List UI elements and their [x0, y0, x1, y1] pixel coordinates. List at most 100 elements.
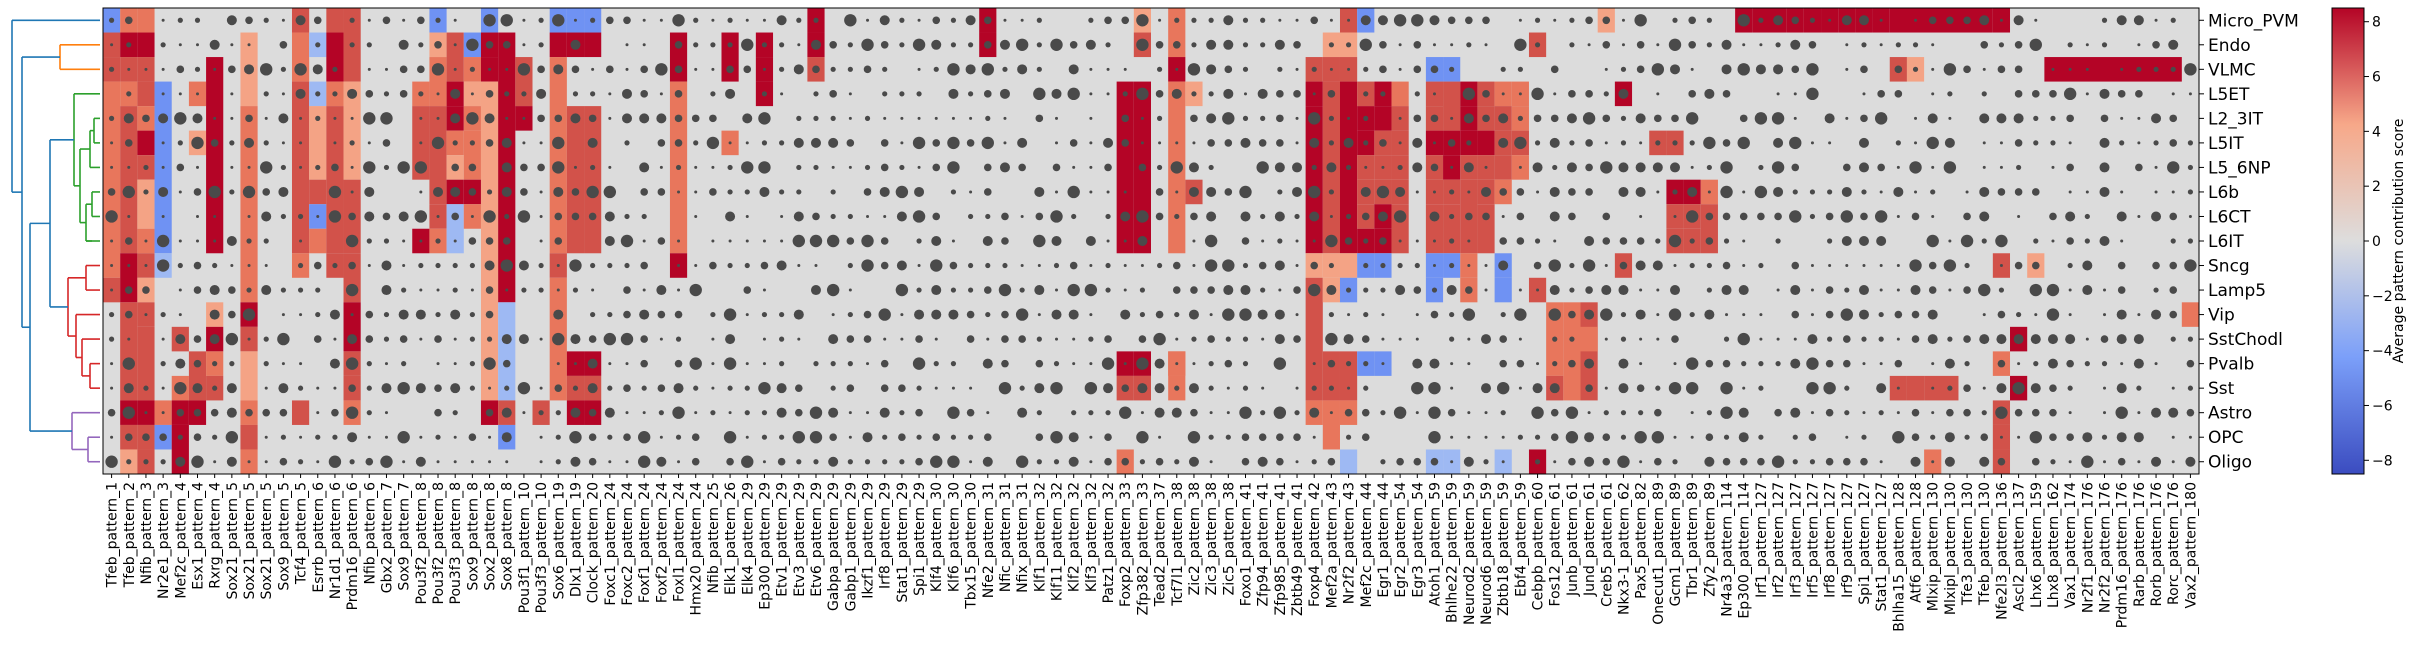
heatmap-dot: [1948, 239, 1952, 243]
heatmap-dot: [315, 164, 321, 171]
heatmap-dot: [1225, 336, 1231, 342]
heatmap-dot: [1944, 432, 1955, 443]
heatmap-dot: [345, 283, 359, 297]
heatmap-dot: [1671, 335, 1679, 343]
heatmap-dot: [297, 385, 304, 391]
heatmap-dot: [985, 115, 991, 121]
heatmap-dot: [1311, 385, 1317, 391]
heatmap-dot: [1071, 213, 1077, 220]
heatmap-dot: [1914, 18, 1918, 22]
heatmap-dot: [1636, 65, 1645, 74]
heatmap-dot: [1500, 311, 1506, 318]
heatmap-dot: [591, 288, 595, 292]
heatmap-dot: [896, 211, 907, 222]
heatmap-dot: [1553, 92, 1557, 96]
heatmap-dot: [969, 460, 973, 464]
heatmap-dot: [1261, 239, 1265, 243]
heatmap-dot: [1242, 336, 1249, 342]
column-label: Nfix_pattern_31: [1015, 482, 1031, 593]
heatmap-dot: [1879, 264, 1883, 268]
heatmap-dot: [1084, 381, 1098, 395]
heatmap-dot: [229, 361, 235, 367]
heatmap-dot: [315, 115, 321, 121]
heatmap-dot: [2030, 383, 2041, 394]
heatmap-dot: [401, 361, 407, 367]
heatmap-dot: [1879, 190, 1883, 194]
heatmap-dot: [1742, 386, 1746, 390]
heatmap-dot: [431, 63, 445, 76]
heatmap-dot: [2168, 407, 2179, 418]
heatmap-dot: [347, 334, 358, 345]
heatmap-dot: [402, 239, 406, 243]
heatmap-dot: [590, 262, 596, 269]
heatmap-dot: [1963, 408, 1971, 417]
heatmap-dot: [1467, 411, 1471, 415]
heatmap-dot: [1978, 283, 1991, 297]
heatmap-dot: [1308, 283, 1321, 297]
heatmap-dot: [1652, 260, 1663, 271]
column-label: Sox9_pattern_5: [276, 482, 292, 591]
heatmap-dot: [588, 408, 597, 417]
heatmap-dot: [1943, 63, 1957, 76]
heatmap-dot: [1106, 92, 1110, 96]
heatmap-dot: [1844, 287, 1850, 293]
heatmap-dot: [1413, 286, 1422, 294]
heatmap-dot: [122, 185, 135, 199]
heatmap-cell: [309, 228, 327, 254]
heatmap-dot: [226, 407, 237, 418]
heatmap-dot: [880, 359, 889, 368]
heatmap-dot: [2152, 40, 2160, 49]
heatmap-dot: [124, 16, 133, 25]
heatmap-dot: [242, 185, 256, 199]
heatmap-dot: [1553, 18, 1557, 22]
heatmap-dot: [1239, 406, 1252, 419]
row-label: L6IT: [2208, 232, 2244, 252]
heatmap-cell: [669, 32, 688, 82]
heatmap-dot: [2117, 457, 2126, 466]
heatmap-dot: [398, 309, 409, 320]
heatmap-dot: [1930, 189, 1936, 195]
heatmap-dot: [1722, 457, 1731, 466]
heatmap-dot: [1328, 385, 1334, 391]
heatmap-dot: [1020, 264, 1024, 268]
heatmap-dot: [745, 18, 749, 22]
heatmap-dot: [1089, 116, 1093, 120]
heatmap-dot: [194, 17, 201, 23]
heatmap-dot: [1329, 214, 1333, 218]
heatmap-dot: [142, 286, 150, 294]
heatmap-dot: [2137, 141, 2141, 145]
heatmap-dot: [1825, 212, 1834, 221]
heatmap-dot: [1585, 188, 1593, 196]
heatmap-dot: [1292, 162, 1303, 173]
heatmap-dot: [469, 66, 475, 72]
heatmap-dot: [1534, 17, 1541, 23]
heatmap-dot: [554, 114, 563, 123]
heatmap-dot: [1672, 17, 1678, 23]
heatmap-dot: [694, 214, 698, 218]
heatmap-dot: [483, 14, 496, 27]
heatmap-dot: [983, 163, 992, 172]
heatmap-dot: [436, 116, 440, 120]
heatmap-dot: [212, 361, 218, 367]
heatmap-dot: [1329, 18, 1333, 22]
heatmap-dot: [1482, 16, 1490, 25]
heatmap-dot: [1379, 40, 1387, 49]
heatmap-dot: [1293, 40, 1301, 49]
heatmap-dot: [1807, 334, 1818, 345]
heatmap-dot: [124, 433, 133, 442]
heatmap-dot: [830, 189, 836, 195]
heatmap-dot: [312, 64, 323, 75]
heatmap-dot: [226, 15, 237, 26]
heatmap-dot: [932, 212, 941, 221]
heatmap-dot: [383, 336, 390, 342]
heatmap-dot: [1585, 286, 1593, 294]
heatmap-dot: [1036, 17, 1042, 23]
heatmap-cell: [1443, 81, 1461, 131]
heatmap-dot: [349, 140, 355, 146]
heatmap-dot: [1223, 88, 1234, 99]
column-label: Tcf4_pattern_5: [294, 482, 310, 585]
heatmap-dot: [1345, 213, 1352, 220]
heatmap-dot: [331, 408, 339, 417]
heatmap-dot: [1242, 385, 1249, 391]
heatmap-dot: [1035, 114, 1044, 123]
